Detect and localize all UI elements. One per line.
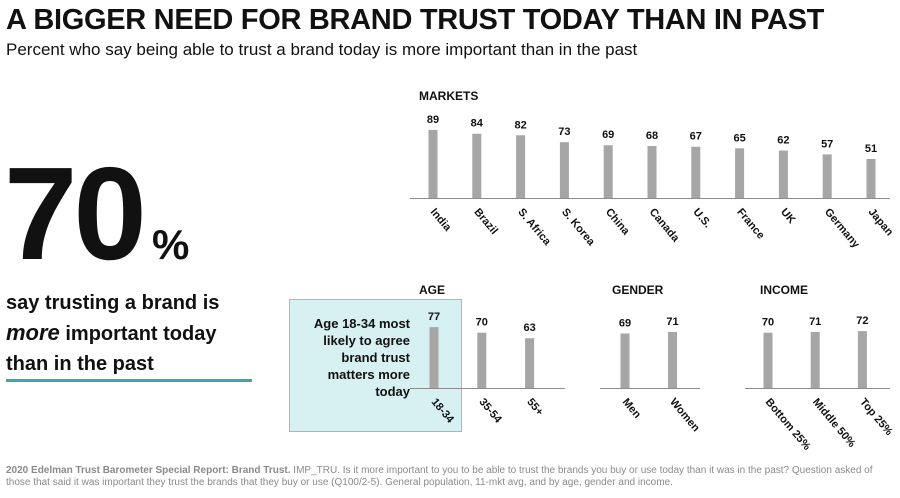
stat-line-2-rest: important today	[59, 323, 217, 345]
tick-label: Middle 50%	[810, 396, 858, 450]
tick-label: 18-34	[429, 396, 457, 426]
tick-label: U.S.	[691, 206, 714, 230]
bar	[866, 158, 876, 198]
bar	[477, 332, 487, 388]
tick-label: France	[734, 206, 766, 241]
bar	[429, 327, 439, 388]
chart-income: INCOME 70 Bottom 25% 71 Middle 50% 72 Top 25%	[745, 283, 895, 453]
data-label: 69	[619, 317, 631, 329]
chart-title: AGE	[419, 283, 445, 297]
footnote-source: 2020 Edelman Trust Barometer Special Rep…	[6, 465, 291, 476]
data-label: 68	[646, 130, 658, 142]
bar	[516, 135, 526, 198]
tick-label: Women	[667, 396, 702, 434]
page-subtitle: Percent who say being able to trust a br…	[6, 40, 638, 59]
bar	[428, 129, 438, 198]
bar	[525, 338, 535, 388]
chart-title: MARKETS	[419, 89, 478, 103]
tick-label: Japan	[866, 206, 896, 238]
bar	[810, 331, 820, 388]
data-label: 67	[690, 131, 702, 143]
bar	[735, 148, 745, 198]
bar	[668, 331, 677, 388]
bar	[857, 331, 867, 388]
data-label: 77	[428, 311, 440, 323]
footnote: 2020 Edelman Trust Barometer Special Rep…	[6, 465, 894, 489]
data-label: 71	[666, 316, 678, 328]
footnote-text: IMP_TRU. Is it more important to you to …	[6, 465, 873, 488]
chart-gender: GENDER 69 Men 71 Women	[600, 283, 702, 434]
headline-stat-percent-sign: %	[152, 221, 190, 268]
data-label: 62	[777, 135, 789, 147]
bar	[620, 333, 630, 388]
headline-stat-number: 70	[4, 140, 147, 287]
tick-label: India	[428, 206, 454, 234]
bar	[763, 332, 773, 388]
bar	[472, 133, 482, 198]
data-label: 72	[856, 315, 868, 327]
charts-layer: MARKETS 89 India 84 Brazil 82 S. Africa 73 S. Ko…	[410, 89, 896, 453]
tick-label: Top 25%	[857, 396, 895, 438]
data-label: 84	[471, 118, 484, 130]
bar	[559, 142, 569, 198]
bar	[647, 145, 657, 198]
chart-title: INCOME	[760, 283, 808, 297]
data-label: 65	[733, 132, 745, 144]
tick-label: S. Africa	[515, 206, 553, 248]
chart-markets: MARKETS 89 India 84 Brazil 82 S. Africa 73 S. Ko…	[410, 89, 896, 251]
stat-line-1: say trusting a brand is	[6, 292, 220, 314]
data-label: 73	[558, 126, 570, 138]
page-title: A BIGGER NEED FOR BRAND TRUST TODAY THAN…	[6, 4, 825, 36]
data-label: 70	[762, 317, 774, 329]
age-callout-text: Age 18-34 most likely to agree brand tru…	[313, 316, 410, 399]
bar	[691, 146, 701, 198]
stat-line-2: more important today	[6, 318, 266, 349]
tick-label: UK	[778, 206, 797, 226]
data-label: 82	[514, 119, 526, 131]
tick-label: Men	[620, 396, 644, 421]
bar	[822, 154, 832, 198]
data-label: 71	[809, 316, 821, 328]
tick-label: Bottom 25%	[763, 396, 813, 453]
bar	[778, 150, 788, 198]
tick-label: 55+	[524, 396, 545, 418]
data-label: 89	[427, 114, 439, 126]
tick-label: China	[603, 206, 632, 238]
tick-label: S. Korea	[559, 206, 597, 249]
data-label: 70	[476, 317, 488, 329]
tick-label: 35-54	[477, 396, 505, 426]
data-label: 57	[821, 138, 833, 150]
headline-stat-description: say trusting a brand is more important t…	[6, 288, 266, 379]
data-label: 63	[523, 322, 535, 334]
bar	[603, 145, 613, 198]
tick-label: Germany	[822, 206, 862, 251]
stat-emphasis: more	[6, 320, 60, 345]
stat-line-3: than in the past	[6, 353, 154, 375]
tick-label: Canada	[647, 206, 682, 245]
chart-age: AGE 77 18-34 70 35-54 63 55+	[410, 283, 565, 426]
data-label: 51	[865, 143, 877, 155]
chart-title: GENDER	[612, 283, 664, 297]
tick-label: Brazil	[472, 206, 500, 237]
accent-divider	[6, 379, 252, 382]
data-label: 69	[602, 129, 614, 141]
